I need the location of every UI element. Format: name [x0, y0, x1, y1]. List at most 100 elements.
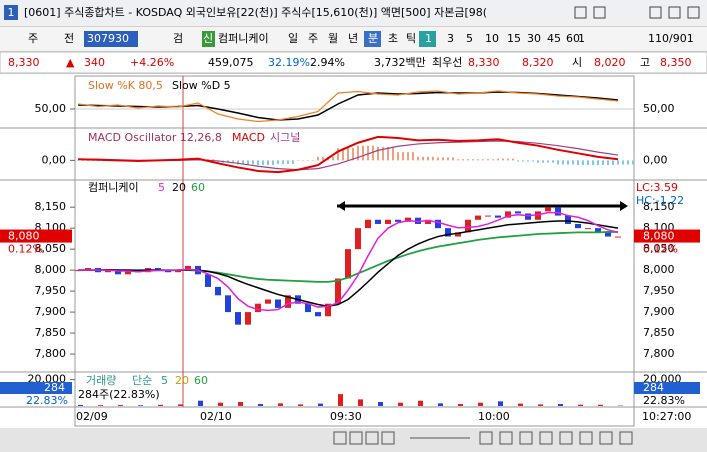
osc-bar: [472, 159, 474, 161]
vol-label: 단순: [132, 374, 152, 387]
y-tick-label: 7,900: [35, 305, 67, 318]
osc-bar: [432, 156, 434, 161]
candle: [305, 303, 311, 313]
interval-button: 1: [425, 32, 432, 45]
osc-bar: [82, 160, 84, 161]
period-button: 월: [328, 32, 338, 45]
candle: [85, 268, 91, 271]
code: 307930: [87, 32, 129, 45]
quote-field: 340: [84, 56, 105, 69]
osc-bar: [417, 156, 419, 161]
candle: [265, 299, 271, 304]
osc-bar: [467, 159, 469, 161]
candle: [115, 270, 121, 275]
candle: [455, 232, 461, 237]
quote-field: 시: [572, 56, 582, 69]
candle: [355, 228, 361, 250]
volume-bar: [178, 404, 183, 406]
stock-name: 컴퍼니케이: [218, 32, 269, 45]
candle: [515, 211, 521, 214]
quote-field: 459,075: [208, 56, 254, 69]
candle: [235, 312, 241, 325]
volume-bar: [278, 403, 283, 406]
candle: [485, 215, 491, 217]
period-button: 분: [368, 32, 378, 45]
vol-ratio-right: 22.83%: [643, 394, 685, 407]
quote-field: 3,732백만: [374, 56, 426, 69]
osc-bar: [512, 158, 514, 161]
osc-bar: [392, 146, 394, 161]
osc-bar: [462, 159, 464, 161]
osc-bar: [337, 148, 339, 161]
candle: [255, 303, 261, 313]
osc-bar: [367, 145, 369, 161]
osc-bar: [332, 156, 334, 161]
osc-bar: [437, 157, 439, 161]
osc-bar: [402, 152, 404, 161]
osc-bar: [507, 158, 509, 161]
osc-bar: [387, 146, 389, 161]
osc-bar: [577, 160, 579, 166]
volume-bar: [118, 405, 123, 406]
candle: [335, 278, 341, 304]
osc-bar: [237, 160, 239, 165]
osc-bar: [477, 159, 479, 161]
vol-label: 거래량: [86, 374, 116, 387]
candle: [505, 211, 511, 218]
stoch-k: [77, 90, 619, 123]
osc-bar: [612, 160, 614, 166]
y-tick-label: 7,950: [35, 284, 67, 297]
osc-bar: [347, 148, 349, 161]
osc-bar: [447, 157, 449, 161]
osc-bar: [557, 160, 559, 165]
x-label: 10:00: [478, 410, 510, 423]
current-price: 8,080: [8, 230, 40, 243]
y-tick-label-right: 8,000: [643, 263, 675, 276]
code-box: [84, 31, 138, 47]
y-tick-label-right: 7,900: [643, 305, 675, 318]
quote-field: 8,320: [522, 56, 554, 69]
quote-field: 8,330: [468, 56, 500, 69]
osc-bar: [257, 160, 259, 166]
vol-last: 284: [44, 381, 65, 394]
osc-bar: [352, 148, 354, 161]
interval-button: 30: [527, 32, 541, 45]
y-tick-label: 50,00: [35, 102, 67, 115]
osc-bar: [572, 160, 574, 165]
candle: [605, 232, 611, 237]
volume-bar: [578, 404, 583, 406]
osc-bar: [307, 160, 309, 161]
osc-bar: [622, 160, 624, 165]
candle: [345, 249, 351, 279]
current-price-right: 8,080: [643, 230, 675, 243]
osc-bar: [487, 159, 489, 161]
volume-bar: [138, 405, 143, 406]
osc-bar: [302, 160, 304, 161]
osc-bar: [277, 160, 279, 164]
legend-ma20: 20: [172, 181, 186, 194]
osc-bar: [592, 160, 594, 166]
candle: [245, 312, 251, 325]
osc-bar: [587, 160, 589, 166]
candle: [225, 295, 231, 313]
period-button: 틱: [406, 32, 416, 45]
osc-bar: [342, 148, 344, 161]
osc-bar: [597, 160, 599, 166]
y-tick-label-right: 8,150: [643, 200, 675, 213]
market: 주: [28, 32, 38, 45]
candle: [435, 219, 441, 229]
volume-bar: [218, 402, 223, 406]
candle: [215, 286, 221, 296]
current-tag: [0, 229, 72, 243]
volume-bar: [598, 404, 603, 406]
kind: 전: [64, 32, 74, 45]
x-label: 09:30: [330, 410, 362, 423]
indicator-label: MACD: [232, 131, 265, 144]
change: 0.12%: [8, 243, 43, 256]
osc-bar: [552, 160, 554, 163]
y-tick-label-right: 0,00: [643, 153, 668, 166]
osc-bar: [397, 152, 399, 161]
candle: [475, 215, 481, 220]
ma5-line: [78, 211, 619, 312]
lc-label: LC:3.59: [636, 181, 678, 194]
